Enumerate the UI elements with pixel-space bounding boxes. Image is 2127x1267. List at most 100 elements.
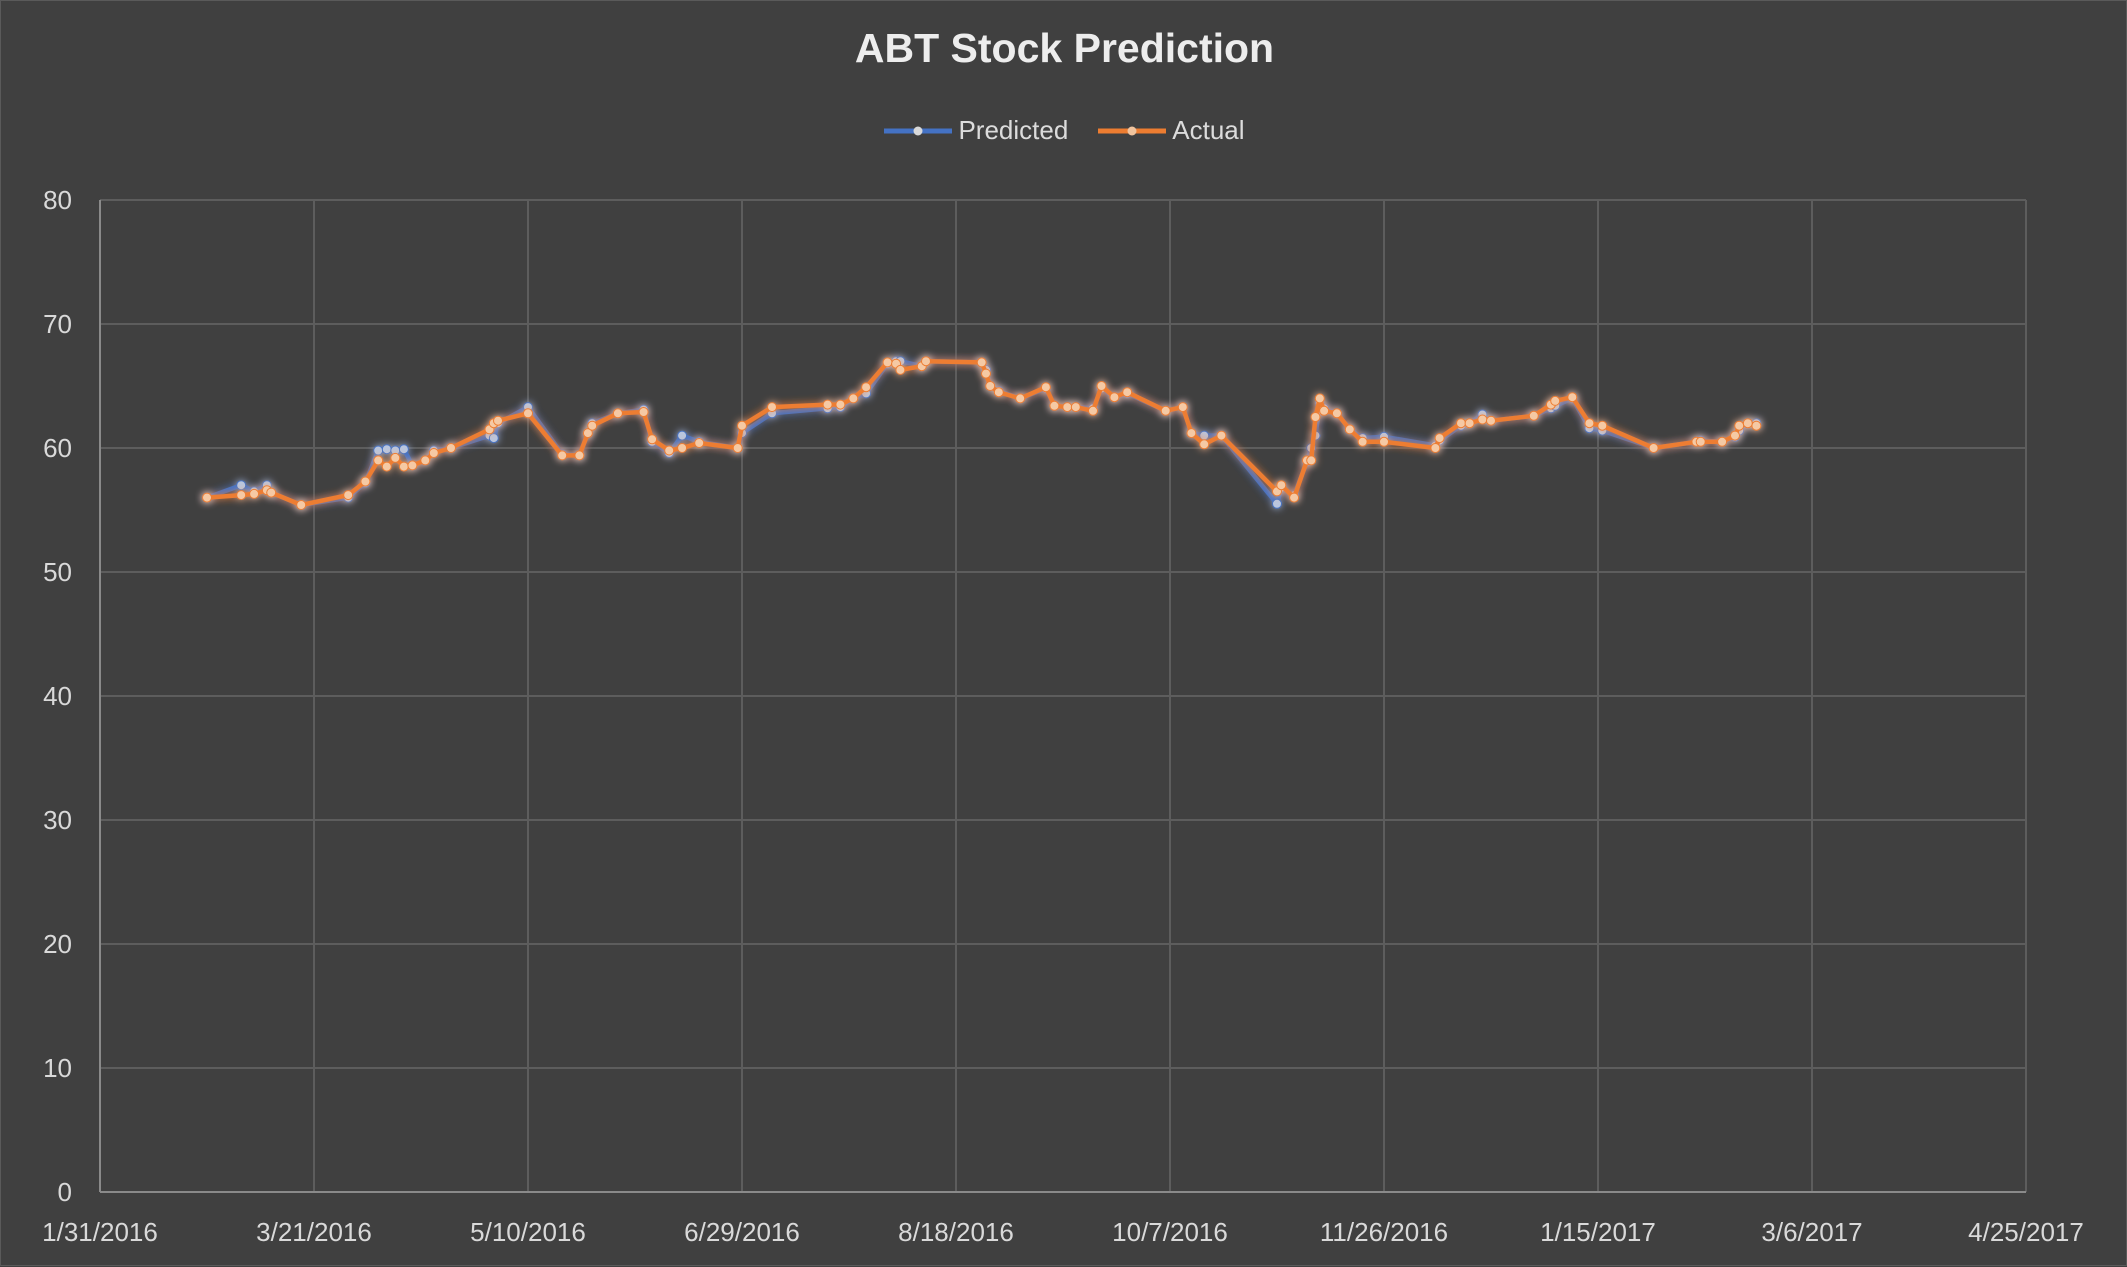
data-point-actual[interactable] [1070, 402, 1081, 413]
data-point-actual[interactable] [1319, 405, 1330, 416]
data-point-actual[interactable] [1434, 433, 1445, 444]
legend-item-predicted[interactable]: Predicted [884, 115, 1068, 146]
data-point-actual[interactable] [895, 364, 906, 375]
data-point-actual[interactable] [360, 476, 371, 487]
data-point-actual[interactable] [1717, 436, 1728, 447]
data-point-actual[interactable] [1751, 420, 1762, 431]
data-point-actual[interactable] [1199, 439, 1210, 450]
data-point-actual[interactable] [1122, 387, 1133, 398]
data-point-actual[interactable] [1306, 455, 1317, 466]
data-point-actual[interactable] [582, 428, 593, 439]
data-point-actual[interactable] [420, 455, 431, 466]
data-point-actual[interactable] [647, 434, 658, 445]
legend-item-actual[interactable]: Actual [1098, 115, 1245, 146]
legend: Predicted Actual [1, 115, 2127, 146]
data-point-actual[interactable] [1186, 428, 1197, 439]
data-point-actual[interactable] [1584, 418, 1595, 429]
data-point-actual[interactable] [882, 357, 893, 368]
data-point-actual[interactable] [1331, 408, 1342, 419]
data-point-actual[interactable] [1062, 402, 1073, 413]
legend-label-actual: Actual [1172, 115, 1245, 145]
data-point-actual[interactable] [493, 415, 503, 426]
data-point-actual[interactable] [1040, 382, 1051, 393]
data-point-actual[interactable] [732, 443, 743, 453]
data-point-actual[interactable] [381, 461, 392, 472]
data-point-actual[interactable] [1096, 381, 1107, 391]
data-point-actual[interactable] [1276, 480, 1287, 491]
data-point-actual[interactable] [1648, 443, 1659, 453]
data-point-actual[interactable] [1456, 418, 1466, 429]
y-tick-label: 0 [58, 1177, 72, 1207]
series-predicted [202, 356, 1762, 510]
data-point-actual[interactable] [1015, 393, 1026, 404]
data-point-actual[interactable] [1314, 393, 1325, 404]
data-point-actual[interactable] [1477, 414, 1488, 425]
data-point-predicted[interactable] [381, 444, 392, 455]
data-point-actual[interactable] [249, 488, 260, 499]
data-point-actual[interactable] [664, 445, 675, 456]
data-point-actual[interactable] [677, 443, 688, 453]
data-point-actual[interactable] [993, 387, 1004, 398]
data-point-predicted[interactable] [677, 430, 688, 441]
data-point-actual[interactable] [1160, 405, 1171, 416]
data-point-actual[interactable] [398, 461, 409, 472]
data-point-actual[interactable] [1486, 415, 1496, 426]
data-point-actual[interactable] [557, 450, 568, 461]
x-tick-label: 6/29/2016 [684, 1217, 800, 1247]
data-point-actual[interactable] [835, 399, 846, 410]
data-point-actual[interactable] [861, 382, 872, 393]
data-point-actual[interactable] [1597, 420, 1608, 431]
data-point-actual[interactable] [373, 455, 384, 466]
data-point-actual[interactable] [407, 460, 418, 471]
data-point-actual[interactable] [981, 368, 991, 379]
data-point-actual[interactable] [1379, 436, 1389, 447]
data-point-actual[interactable] [1216, 430, 1227, 441]
data-point-actual[interactable] [1357, 436, 1368, 447]
data-point-actual[interactable] [523, 408, 533, 419]
data-point-actual[interactable] [1550, 395, 1561, 406]
data-point-actual[interactable] [694, 438, 705, 448]
data-point-actual[interactable] [985, 381, 996, 391]
data-point-actual[interactable] [1430, 443, 1441, 453]
data-point-actual[interactable] [767, 402, 777, 413]
data-point-actual[interactable] [822, 399, 833, 410]
data-point-actual[interactable] [1528, 410, 1539, 421]
data-point-predicted[interactable] [398, 444, 409, 455]
data-point-actual[interactable] [1695, 436, 1706, 447]
data-point-actual[interactable] [587, 420, 598, 431]
data-point-actual[interactable] [1734, 420, 1745, 431]
data-point-actual[interactable] [1109, 392, 1120, 403]
data-point-actual[interactable] [574, 450, 585, 461]
data-point-actual[interactable] [1344, 424, 1355, 435]
data-point-actual[interactable] [848, 393, 859, 404]
data-point-predicted[interactable] [373, 445, 384, 456]
data-point-actual[interactable] [1567, 392, 1578, 403]
data-point-actual[interactable] [446, 443, 456, 453]
data-point-actual[interactable] [1177, 402, 1188, 413]
x-tick-label: 3/21/2016 [256, 1217, 372, 1247]
data-point-actual[interactable] [428, 448, 439, 458]
data-point-predicted[interactable] [1272, 498, 1282, 509]
data-point-actual[interactable] [236, 490, 247, 501]
data-point-actual[interactable] [390, 452, 401, 463]
data-point-actual[interactable] [1289, 492, 1300, 503]
data-point-actual[interactable] [1730, 430, 1740, 441]
data-point-actual[interactable] [1310, 412, 1321, 422]
data-point-actual[interactable] [1088, 405, 1098, 416]
y-tick-label: 40 [43, 681, 72, 711]
data-point-actual[interactable] [296, 500, 307, 510]
data-point-actual[interactable] [737, 420, 747, 431]
data-point-actual[interactable] [976, 357, 987, 368]
data-point-actual[interactable] [202, 492, 212, 503]
data-point-actual[interactable] [638, 407, 649, 417]
data-point-actual[interactable] [1464, 418, 1475, 429]
data-point-predicted[interactable] [236, 480, 247, 491]
data-point-actual[interactable] [612, 408, 623, 419]
data-point-actual[interactable] [921, 356, 931, 367]
data-point-actual[interactable] [266, 487, 277, 498]
data-point-actual[interactable] [343, 490, 354, 501]
data-point-predicted[interactable] [488, 433, 499, 444]
data-point-actual[interactable] [1049, 400, 1060, 411]
data-point-actual[interactable] [1742, 418, 1753, 429]
